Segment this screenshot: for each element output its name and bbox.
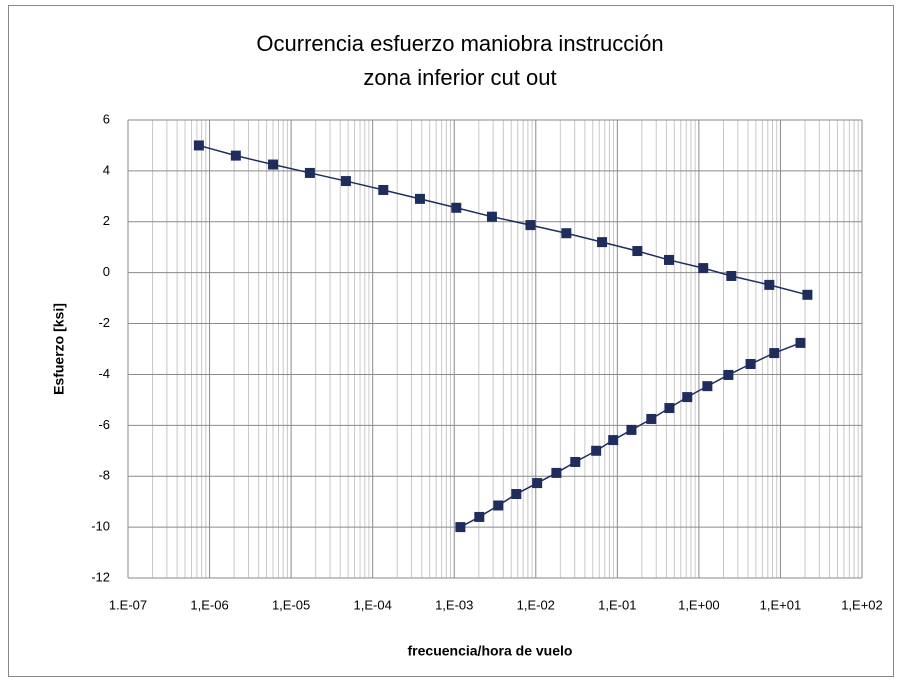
marker [769,348,780,359]
marker [726,270,737,281]
marker [632,246,643,257]
marker [561,228,572,239]
y-tick-label: -2 [98,315,110,330]
marker [340,176,351,187]
marker [304,167,315,178]
y-tick-label: -12 [91,569,110,584]
marker [525,220,536,231]
x-tick-label: 1,E-04 [354,597,392,612]
marker [608,435,619,446]
marker [570,456,581,467]
marker [532,478,543,489]
marker [268,159,279,170]
x-tick-label: 1,E-05 [272,597,310,612]
marker [626,424,637,435]
marker [646,413,657,424]
marker [664,403,675,414]
y-tick-label: -8 [98,468,110,483]
marker [795,337,806,348]
y-tick-label: 4 [103,162,110,177]
marker [682,392,693,403]
y-tick-label: 2 [103,213,110,228]
y-tick-label: -6 [98,417,110,432]
x-tick-label: 1,E+01 [760,597,802,612]
marker [764,279,775,290]
marker [597,237,608,248]
marker [414,193,425,204]
chart-title: zona inferior cut out [363,65,556,90]
x-tick-label: 1,E-06 [190,597,228,612]
marker [455,522,466,533]
marker [474,511,485,522]
marker [493,500,504,511]
marker [802,289,813,300]
marker [511,489,522,500]
marker [451,202,462,213]
marker [486,211,497,222]
marker [698,263,709,274]
chart-border [8,5,894,677]
y-axis-title: Esfuerzo [ksi] [51,303,67,395]
y-tick-label: -4 [98,366,110,381]
x-tick-label: 1,E-02 [517,597,555,612]
x-tick-label: 1.E-07 [109,597,147,612]
marker [663,254,674,265]
marker [551,467,562,478]
marker [745,359,756,370]
y-tick-label: 0 [103,264,110,279]
y-tick-label: -10 [91,519,110,534]
x-tick-label: 1,E-03 [435,597,473,612]
x-tick-label: 1,E+02 [841,597,883,612]
x-tick-label: 1,E-01 [598,597,636,612]
x-tick-label: 1,E+00 [678,597,720,612]
marker [702,381,713,392]
marker [193,140,204,151]
marker [378,184,389,195]
x-axis-title: frecuencia/hora de vuelo [408,643,573,659]
y-tick-label: 6 [103,111,110,126]
marker [230,150,241,161]
marker [591,445,602,456]
chart-title: Ocurrencia esfuerzo maniobra instrucción [256,31,663,56]
marker [723,369,734,380]
